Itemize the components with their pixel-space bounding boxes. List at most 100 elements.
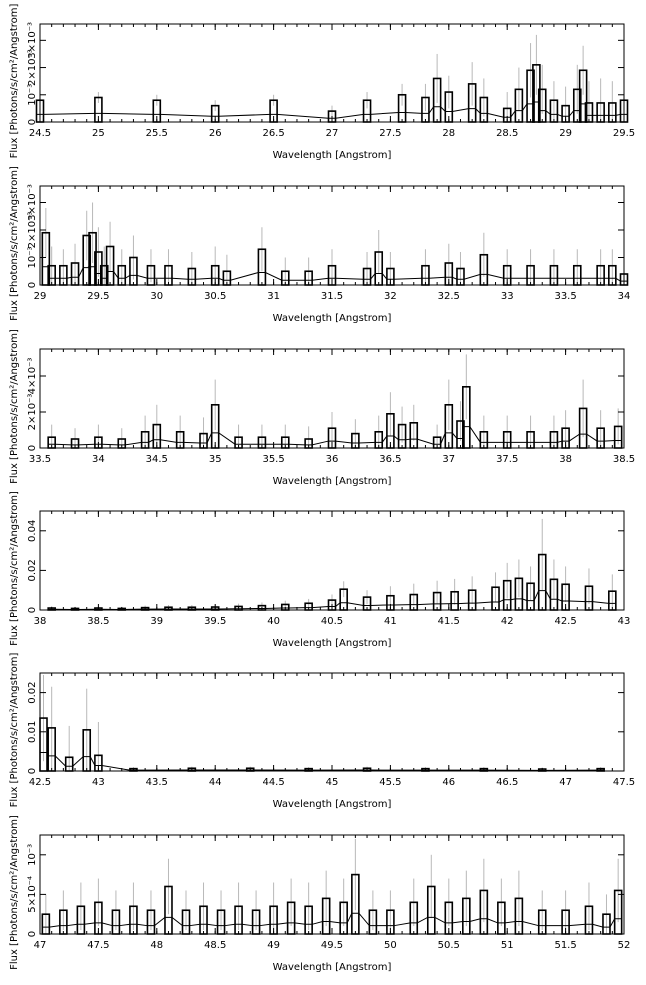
- x-tick-label: 26: [209, 128, 222, 139]
- x-tick-label: 41: [384, 616, 397, 627]
- axes-frame: [39, 672, 625, 772]
- x-tick-label: 46.5: [496, 777, 518, 788]
- y-tick-label: 2×10⁻³: [27, 394, 38, 431]
- panel-5: 42.5 43 43.5 44 44.5 45 45.5 46 46.5 47 47.5 0 0.01 0…: [9, 653, 635, 810]
- x-tick-label: 34: [92, 454, 105, 465]
- x-tick-label: 43.5: [146, 777, 168, 788]
- x-tick-label: 39.5: [204, 616, 226, 627]
- y-tick-label: 0.02: [27, 559, 38, 581]
- y-tick-label: 3×10⁻³: [27, 22, 38, 59]
- x-tick-label: 47: [34, 940, 47, 951]
- x-axis-label: Wavelength [Angstrom]: [273, 799, 392, 810]
- x-tick-label: 42.5: [29, 777, 51, 788]
- x-tick-label: 34.5: [146, 454, 168, 465]
- x-tick-label: 27.5: [379, 128, 401, 139]
- x-tick-label: 39: [150, 616, 163, 627]
- y-tick-label: 4×10⁻³: [27, 358, 38, 395]
- x-tick-label: 44: [209, 777, 222, 788]
- x-tick-label: 38.5: [613, 454, 635, 465]
- series-line: [42, 912, 622, 928]
- x-tick-label: 47.5: [87, 940, 109, 951]
- x-tick-label: 45: [326, 777, 339, 788]
- x-tick-label: 34: [618, 291, 631, 302]
- y-tick-label: 0: [27, 607, 38, 613]
- x-tick-label: 32.5: [438, 291, 460, 302]
- x-tick-label: 42: [501, 616, 514, 627]
- x-axis-label: Wavelength [Angstrom]: [273, 638, 392, 649]
- x-tick-label: 30.5: [204, 291, 226, 302]
- y-tick-label: 0.02: [27, 681, 38, 703]
- y-tick-label: 0: [27, 768, 38, 774]
- y-axis-label: Flux [Photons/s/cm²/Angstrom]: [9, 815, 20, 970]
- panel-3: 33.5 34 34.5 35 35.5 36 36.5 37 37.5 38 38.5 0 2×10⁻…: [9, 329, 635, 487]
- x-tick-label: 45.5: [379, 777, 401, 788]
- y-tick-label: 0.04: [27, 520, 38, 542]
- x-tick-label: 33: [501, 291, 514, 302]
- y-tick-label: 10⁻³: [27, 246, 38, 268]
- x-axis-label: Wavelength [Angstrom]: [273, 313, 392, 324]
- x-tick-label: 43: [618, 616, 631, 627]
- series-line: [48, 426, 622, 446]
- x-tick-label: 24.5: [29, 128, 51, 139]
- y-axis-label: Flux [Photons/s/cm²/Angstrom]: [9, 653, 20, 808]
- x-tick-label: 49: [267, 940, 280, 951]
- panel-4: 38 38.5 39 39.5 40 40.5 41 41.5 42 42.5 43 0 0.02 0.0…: [9, 491, 630, 649]
- x-axis-label: Wavelength [Angstrom]: [273, 962, 392, 973]
- x-tick-label: 33.5: [554, 291, 576, 302]
- y-tick-label: 0: [27, 282, 38, 288]
- x-tick-label: 48.5: [204, 940, 226, 951]
- x-tick-label: 36.5: [379, 454, 401, 465]
- x-tick-label: 29.5: [87, 291, 109, 302]
- series-line: [36, 101, 628, 119]
- x-tick-label: 49.5: [321, 940, 343, 951]
- x-tick-label: 35: [209, 454, 222, 465]
- y-tick-label: 5×10⁻⁴: [27, 876, 38, 913]
- y-tick-label: 0: [27, 931, 38, 937]
- x-tick-label: 51.5: [554, 940, 576, 951]
- x-tick-label: 33.5: [29, 454, 51, 465]
- panel-1: 24.5 25 25.5 26 26.5 27 27.5 28 28.5 29 29.5 0 10⁻³2…: [9, 4, 635, 161]
- x-tick-label: 37.5: [496, 454, 518, 465]
- x-tick-label: 46: [442, 777, 455, 788]
- x-tick-label: 41.5: [438, 616, 460, 627]
- y-axis-label: Flux [Photons/s/cm²/Angstrom]: [9, 491, 20, 646]
- x-tick-label: 50.5: [438, 940, 460, 951]
- x-tick-label: 32: [384, 291, 397, 302]
- x-tick-label: 25: [92, 128, 105, 139]
- x-axis-label: Wavelength [Angstrom]: [273, 150, 392, 161]
- x-tick-label: 50: [384, 940, 397, 951]
- x-tick-label: 26.5: [262, 128, 284, 139]
- x-axis-label: Wavelength [Angstrom]: [273, 476, 392, 487]
- panel-6: 47 47.5 48 48.5 49 49.5 50 50.5 51 51.5 52 0 5×10⁻⁴ 1…: [9, 815, 630, 973]
- y-tick-label: 0: [27, 119, 38, 125]
- x-tick-label: 31: [267, 291, 280, 302]
- y-tick-label: 2×10⁻³: [27, 49, 38, 86]
- y-tick-label: 0.01: [27, 721, 38, 743]
- x-tick-label: 42.5: [554, 616, 576, 627]
- x-tick-label: 29.5: [613, 128, 635, 139]
- x-tick-label: 51: [501, 940, 514, 951]
- x-tick-label: 29: [559, 128, 572, 139]
- x-tick-label: 31.5: [321, 291, 343, 302]
- x-tick-label: 48: [150, 940, 163, 951]
- x-tick-label: 30: [150, 291, 163, 302]
- x-tick-label: 47: [559, 777, 572, 788]
- x-tick-label: 29: [34, 291, 47, 302]
- x-tick-label: 44.5: [262, 777, 284, 788]
- x-tick-label: 25.5: [146, 128, 168, 139]
- series-line: [40, 751, 605, 771]
- x-tick-label: 40.5: [321, 616, 343, 627]
- y-axis-label: Flux [Photons/s/cm²/Angstrom]: [9, 4, 20, 159]
- y-tick-label: 10⁻³: [27, 844, 38, 866]
- y-axis-label: Flux [Photons/s/cm²/Angstrom]: [9, 329, 20, 484]
- x-tick-label: 27: [326, 128, 339, 139]
- x-tick-label: 38: [34, 616, 47, 627]
- x-tick-label: 38.5: [87, 616, 109, 627]
- panel-2: 29 29.5 30 30.5 31 31.5 32 32.5 33 33.5 34 0 10⁻³2×1…: [9, 166, 630, 324]
- x-tick-label: 35.5: [262, 454, 284, 465]
- x-tick-label: 40: [267, 616, 280, 627]
- y-tick-label: 3×10⁻³: [27, 184, 38, 221]
- x-tick-label: 28: [442, 128, 455, 139]
